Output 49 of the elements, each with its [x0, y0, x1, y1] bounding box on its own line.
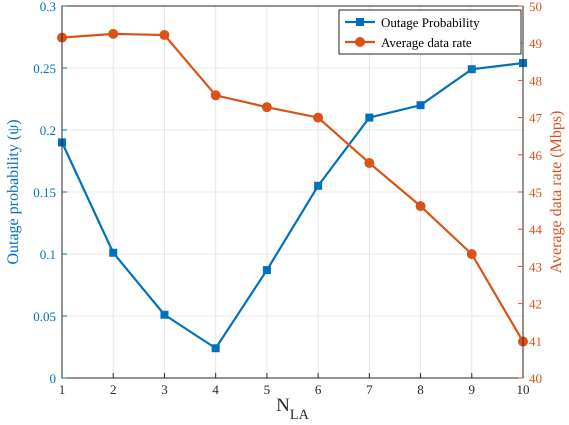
point — [212, 344, 220, 352]
point — [364, 158, 374, 168]
y-tick-label: 0 — [50, 371, 56, 386]
x-tick-label: 6 — [314, 382, 322, 397]
point — [466, 249, 477, 260]
point — [313, 112, 324, 123]
y2-tick-label: 50 — [529, 0, 542, 14]
y2-tick-label: 45 — [529, 185, 542, 200]
point — [210, 90, 221, 100]
x-tick-label: 3 — [161, 382, 168, 397]
x-tick-label: 9 — [468, 382, 476, 397]
y-tick-label: 0.2 — [40, 123, 56, 138]
y2-tick-label: 41 — [529, 334, 542, 349]
y2-axis-title: Average data rate (Mbps) — [548, 110, 565, 274]
y2-tick-label: 44 — [529, 222, 542, 238]
legend-label: Average data rate — [381, 35, 472, 50]
y-tick-label: 0.1 — [40, 247, 56, 262]
y2-tick-label: 40 — [529, 371, 542, 386]
y2-tick-label: 43 — [529, 259, 542, 274]
y-tick-label: 0.05 — [33, 309, 56, 324]
point — [160, 310, 168, 319]
point — [365, 114, 374, 122]
x-tick-label: 5 — [264, 382, 270, 397]
y2-tick-label: 42 — [529, 296, 542, 312]
point — [468, 65, 476, 74]
point — [159, 30, 170, 40]
x-tick-label: 4 — [212, 382, 220, 397]
point — [416, 101, 425, 110]
point — [262, 102, 272, 112]
point — [314, 182, 322, 190]
y-tick-label: 0.15 — [33, 185, 56, 200]
x-tick-label: 2 — [110, 382, 116, 397]
point — [108, 28, 118, 39]
y-axis-title: Outage probability (ψ) — [5, 119, 22, 265]
y-tick-label: 0.3 — [40, 0, 56, 14]
x-tick-label: 1 — [58, 382, 66, 397]
x-tick-label: 8 — [417, 382, 424, 397]
y2-tick-label: 46 — [529, 148, 542, 163]
y2-tick-label: 47 — [529, 110, 542, 126]
point — [262, 266, 271, 274]
x-tick-label: 10 — [516, 382, 530, 397]
point — [109, 248, 118, 257]
y-tick-label: 0.25 — [33, 61, 56, 76]
x-axis-title: N$_{LA}$ — [276, 395, 310, 423]
legend-label: Outage Probability — [381, 15, 480, 30]
y2-tick-label: 49 — [529, 36, 542, 52]
y2-tick-label: 48 — [529, 73, 542, 88]
point — [416, 201, 426, 212]
x-tick-label: 7 — [366, 382, 374, 397]
